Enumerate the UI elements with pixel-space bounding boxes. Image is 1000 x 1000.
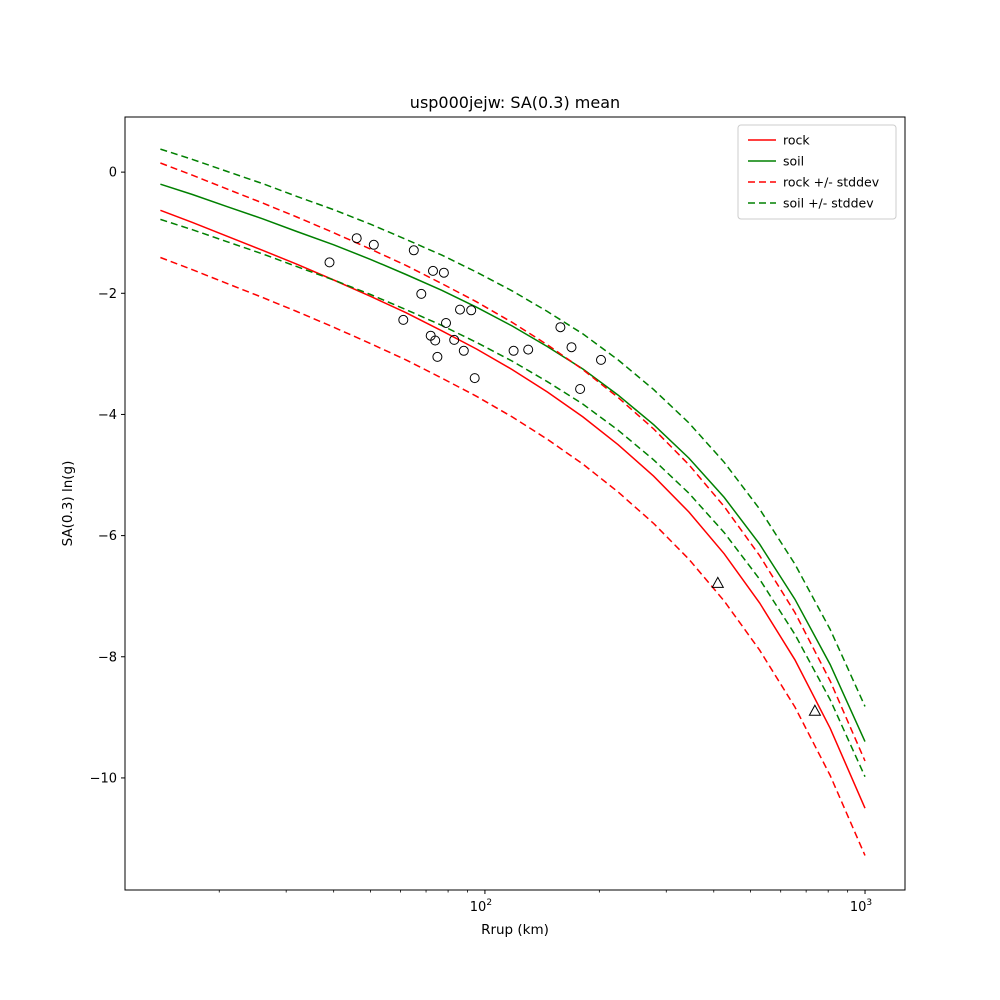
data-point-circle: [430, 335, 441, 346]
legend-label-rock-stddev: rock +/- stddev: [783, 175, 880, 190]
curve-rock-stddev-upper: [160, 162, 866, 762]
y-tick-label: −8: [98, 650, 117, 665]
x-axis-label: Rrup (km): [481, 922, 549, 938]
data-point-triangle: [711, 576, 725, 588]
data-point-circle: [449, 334, 460, 345]
curve-soil: [160, 183, 866, 742]
curves-layer: [160, 148, 866, 856]
legend: rock soil rock +/- stddev soil +/- stddev: [737, 124, 897, 220]
y-tick-label: −4: [98, 408, 117, 423]
data-point-circle: [469, 373, 480, 384]
data-point-circle: [455, 304, 465, 315]
y-tick-label: −2: [98, 287, 117, 302]
legend-label-soil: soil: [783, 154, 804, 169]
data-point-circle: [596, 354, 606, 365]
data-point-circle: [508, 345, 519, 356]
axes-spines: [124, 116, 906, 891]
data-point-circle: [416, 288, 427, 299]
legend-box: [737, 124, 897, 220]
y-tick-label: −6: [98, 529, 117, 544]
data-point-circle: [398, 314, 409, 325]
data-point-circle: [324, 257, 335, 268]
data-point-circle: [466, 305, 477, 316]
scatter-layer: [324, 233, 822, 716]
data-point-circle: [432, 351, 443, 362]
data-point-circle: [408, 245, 419, 256]
data-point-circle: [428, 265, 438, 276]
curve-rock-stddev-lower: [160, 256, 866, 856]
y-axis-label: SA(0.3) ln(g): [60, 461, 76, 547]
data-point-circle: [458, 345, 469, 356]
y-tick-label: 0: [109, 166, 117, 181]
chart-title: usp000jejw: SA(0.3) mean: [410, 93, 620, 112]
curve-rock: [160, 209, 866, 809]
x-tick-label: 102: [470, 898, 492, 915]
data-point-circle: [523, 344, 534, 355]
data-point-triangle: [808, 704, 822, 716]
legend-label-soil-stddev: soil +/- stddev: [783, 196, 874, 211]
data-point-circle: [368, 239, 379, 250]
data-point-circle: [575, 384, 586, 394]
data-point-circle: [555, 322, 566, 333]
x-tick-label: 103: [850, 898, 872, 915]
curve-soil-stddev-upper: [160, 148, 866, 707]
data-point-circle: [438, 267, 449, 278]
data-point-circle: [351, 233, 362, 244]
curve-soil-stddev-lower: [160, 218, 866, 778]
data-point-circle: [441, 318, 451, 328]
ticks-layer: 0 −2 −4 −6 −8 −10 102 103: [90, 166, 873, 915]
legend-label-rock: rock: [783, 133, 810, 148]
data-point-circle: [566, 342, 577, 353]
y-tick-label: −10: [90, 771, 117, 786]
